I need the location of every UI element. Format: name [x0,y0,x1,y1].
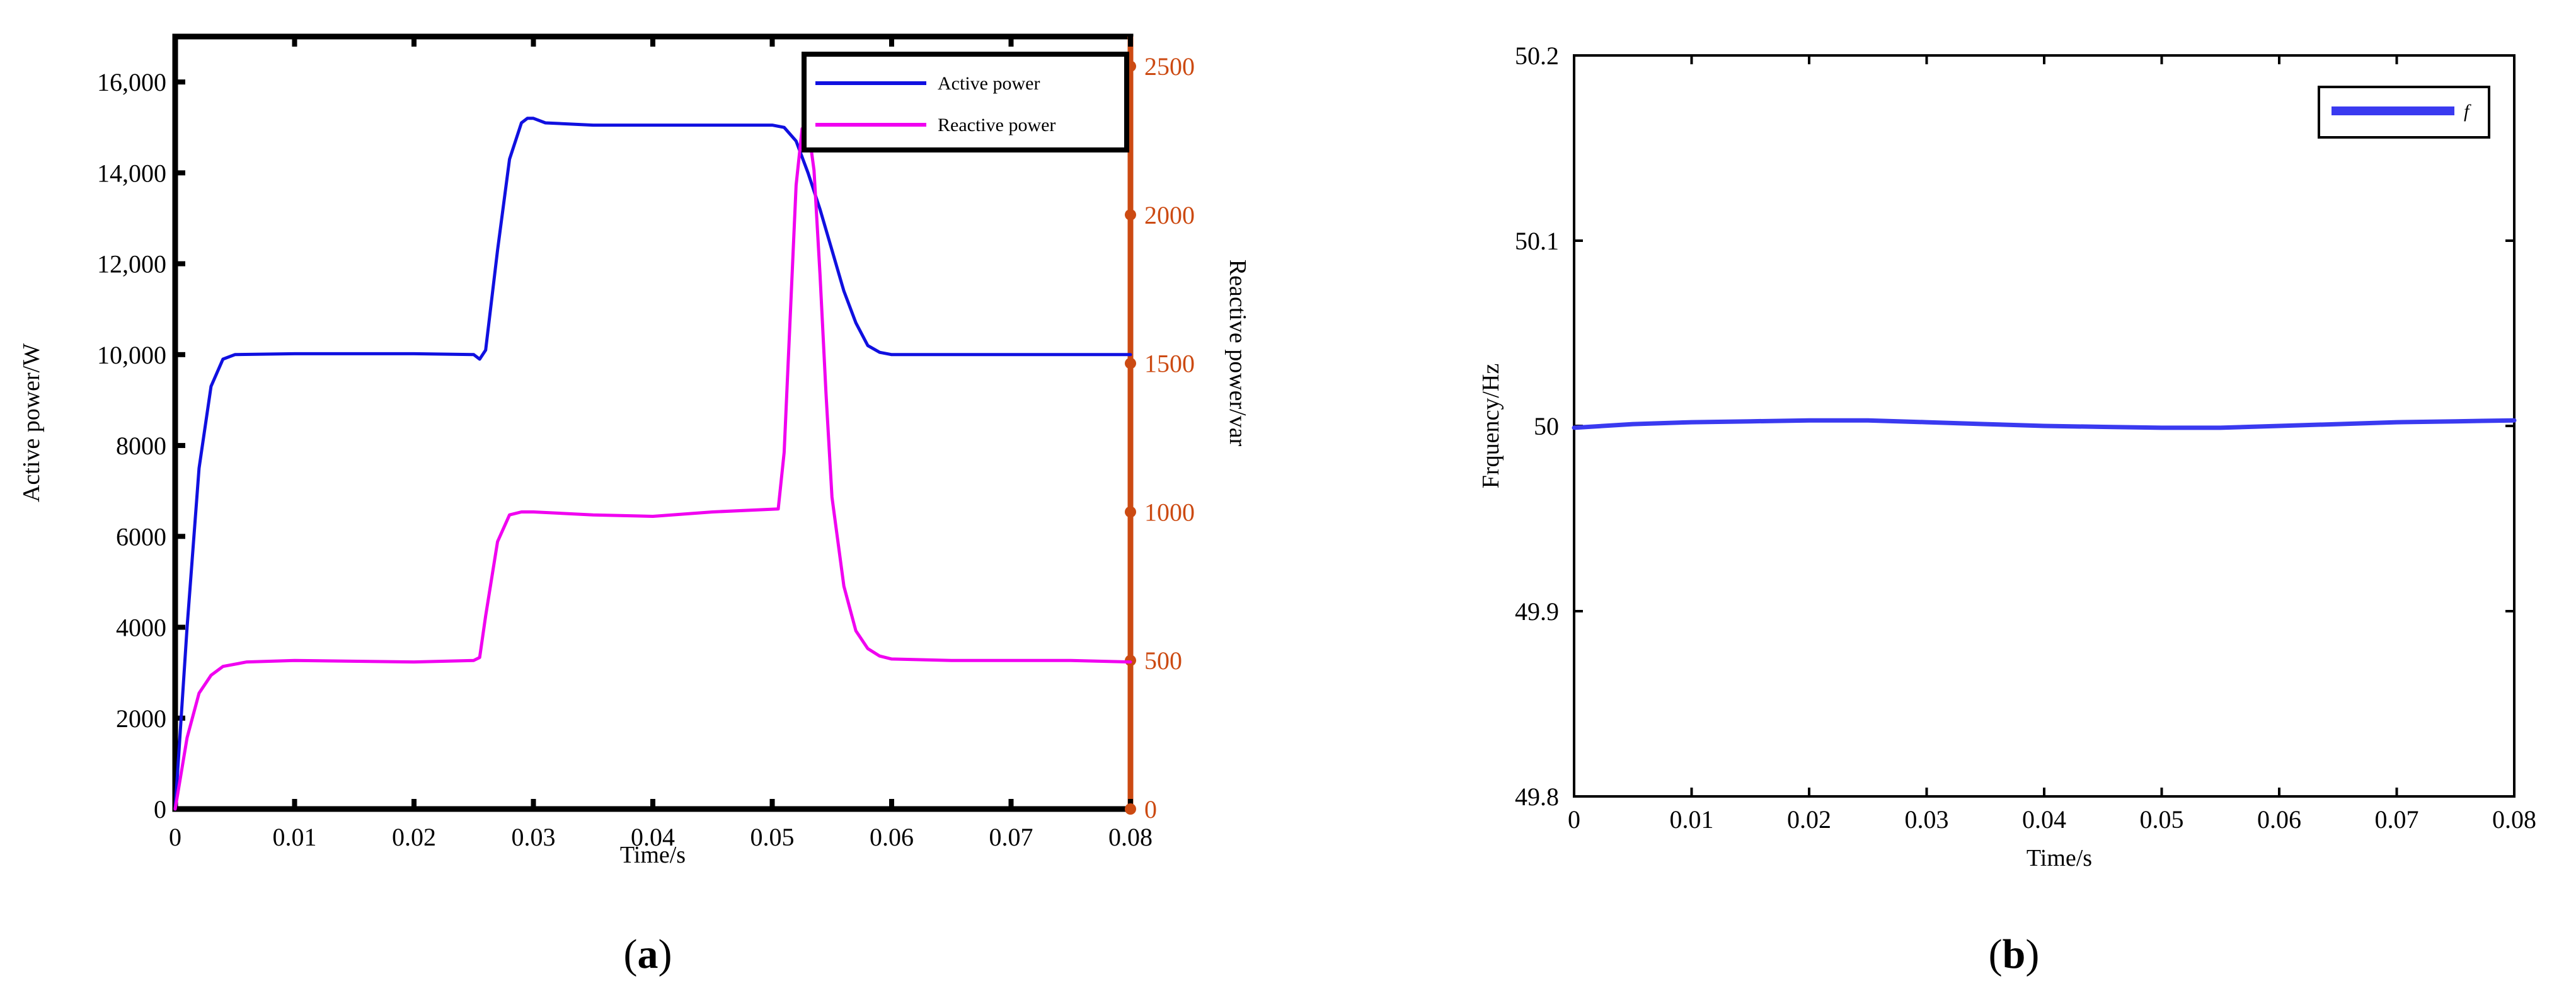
x-tick-label: 0.08 [2492,805,2536,834]
y2-tick-label: 2500 [1144,52,1195,81]
chart-a-x-axis-label: Time/s [620,842,686,868]
chart-a-plot-area [172,33,1134,812]
x-tick-label: 0.05 [2140,805,2184,834]
y2-tick-mark [1125,803,1136,815]
panel-label-a: (a) [624,931,672,977]
chart-b-legend: f [2318,86,2490,139]
chart-b-y-axis-label: Frquency/Hz [1478,364,1504,488]
y2-tick-label: 2000 [1144,201,1195,229]
x-tick-label: 0.07 [2375,805,2419,834]
y-tick-label: 12,000 [97,250,166,278]
x-tick-label: 0.02 [392,823,436,851]
chart-a-legend-box [802,52,1129,152]
y-tick-label: 6000 [116,522,166,551]
chart-b: 0 0.01 0.02 0.03 0.04 0.05 0.06 0.07 0.08 49.8 49… [1478,42,2536,977]
legend-label-reactive-power: Reactive power [938,115,1055,135]
x-tick-label: 0.01 [1670,805,1714,834]
x-tick-label: 0.02 [1787,805,1831,834]
x-tick-label: 0.08 [1108,823,1153,851]
y-tick-label: 50.1 [1515,227,1559,255]
chart-b-x-axis-label: Time/s [2027,845,2092,871]
legend-label-active-power: Active power [938,73,1040,94]
x-tick-label: 0.06 [2257,805,2301,834]
y-tick-label: 16,000 [97,68,166,96]
x-tick-label: 0.05 [750,823,795,851]
x-tick-label: 0.06 [870,823,914,851]
y2-tick-label: 500 [1144,646,1182,675]
y2-tick-mark [1125,357,1136,369]
y2-tick-label: 1000 [1144,498,1195,526]
y2-tick-label: 1500 [1144,350,1195,378]
y-tick-label: 2000 [116,704,166,733]
x-tick-label: 0.04 [2022,805,2066,834]
y-tick-label: 4000 [116,614,166,642]
x-tick-label: 0.03 [512,823,556,851]
y2-tick-mark [1125,506,1136,518]
chart-a: 0 0.01 0.02 0.03 0.04 0.05 0.06 0.07 0.08 0 2000 4… [18,33,1251,977]
y-tick-label: 8000 [116,432,166,460]
x-tick-label: 0 [169,823,181,851]
y2-tick-label: 0 [1144,795,1157,824]
panel-label-b: (b) [1989,931,2040,977]
y-tick-label: 49.8 [1515,783,1559,811]
x-tick-label: 0 [1568,805,1580,834]
y-tick-label: 14,000 [97,159,166,187]
y-tick-label: 50.2 [1515,42,1559,70]
y-tick-label: 49.9 [1515,597,1559,626]
y-tick-label: 50 [1534,412,1559,440]
y-tick-label: 10,000 [97,341,166,369]
x-tick-label: 0.04 [631,823,675,851]
chart-a-y-axis-label: Active power/W [18,343,45,502]
chart-a-y2-axis-label: Reactive power/var [1224,260,1251,447]
x-tick-label: 0.01 [273,823,317,851]
y2-tick-mark [1125,209,1136,221]
y-tick-label: 0 [154,795,166,824]
chart-a-legend: Active power Reactive power [802,52,1129,152]
x-tick-label: 0.03 [1905,805,1949,834]
x-tick-label: 0.07 [989,823,1033,851]
